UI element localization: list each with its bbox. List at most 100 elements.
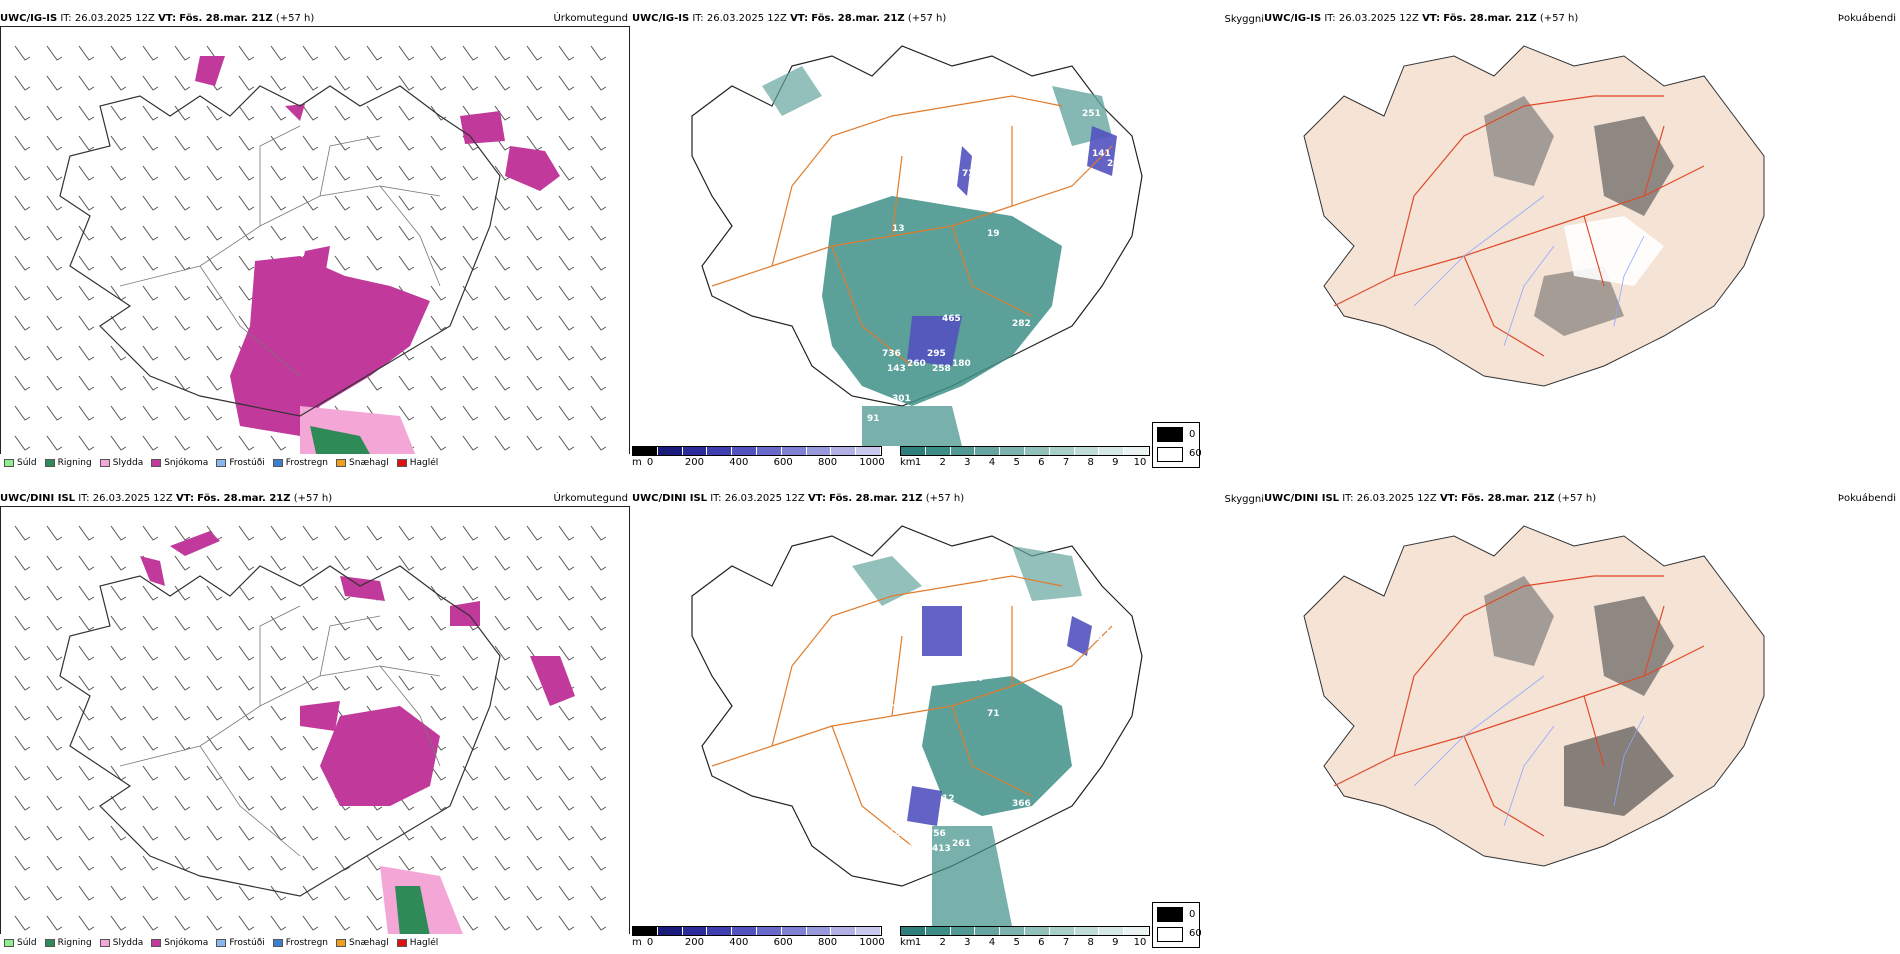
wind-barb — [142, 795, 159, 811]
wind-barb — [302, 105, 319, 121]
height-colorbar-strip — [632, 446, 882, 456]
wind-barb — [14, 525, 31, 541]
colorbar-segment — [633, 447, 658, 455]
wind-barb — [238, 135, 255, 151]
colorbar-segment — [707, 927, 733, 935]
cloud-base-label: 371 — [1092, 629, 1111, 639]
wind-barb — [558, 315, 575, 331]
wind-barb — [78, 345, 95, 361]
wind-barb — [558, 195, 575, 211]
legend-label: Haglél — [409, 458, 439, 468]
wind-barb — [206, 885, 223, 901]
colorbar-segment — [1124, 927, 1149, 935]
wind-barb — [302, 585, 319, 601]
wind-barb — [494, 885, 511, 901]
height-colorbar: m 0 200 400 600 800 1000 — [632, 446, 885, 472]
wind-barb — [590, 855, 607, 871]
cloud-base-label: 359 — [962, 649, 981, 659]
legend-swatch — [216, 459, 227, 467]
cloud-base-label: 387 — [867, 894, 886, 904]
panel-header: UWC/DINI ISL IT: 26.03.2025 12Z VT: Fös.… — [1264, 492, 1900, 506]
wind-barb — [462, 645, 479, 661]
colorbar-tick: 2 — [939, 937, 946, 948]
wind-barb — [78, 915, 95, 931]
fog-key: 0 60 — [1152, 902, 1202, 948]
colorbar-tick: 2 — [939, 457, 946, 468]
wind-barb — [238, 285, 255, 301]
wind-barb — [558, 45, 575, 61]
visibility-ticks: 1 2 3 4 5 6 7 8 9 10 — [900, 457, 1150, 471]
snow-area — [300, 246, 330, 276]
wind-barb — [590, 825, 607, 841]
wind-barb — [526, 225, 543, 241]
wind-barb — [46, 435, 63, 451]
colorbar-tick: 1000 — [859, 937, 885, 948]
wind-barb — [46, 825, 63, 841]
wind-barb — [142, 75, 159, 91]
wind-barb — [590, 345, 607, 361]
wind-barb — [206, 915, 223, 931]
wind-barb — [430, 135, 447, 151]
wind-barb — [206, 315, 223, 331]
wind-barb — [398, 525, 415, 541]
legend-swatch — [99, 459, 110, 467]
wind-barb — [110, 885, 127, 901]
wind-barb — [110, 705, 127, 721]
wind-barb — [398, 135, 415, 151]
wind-barb — [174, 225, 191, 241]
fog-panel-bottom: UWC/DINI ISL IT: 26.03.2025 12Z VT: Fös.… — [1264, 492, 1900, 954]
wind-barb — [174, 555, 191, 571]
wind-barb — [558, 165, 575, 181]
wind-barb — [398, 555, 415, 571]
wind-barb — [206, 345, 223, 361]
wind-barb — [398, 165, 415, 181]
legend-swatch — [272, 939, 283, 947]
vt-label: VT: — [1422, 13, 1441, 24]
colorbar-segment — [1024, 447, 1050, 455]
lead-time: (+57 h) — [907, 13, 947, 24]
wind-barb — [78, 735, 95, 751]
wind-barb — [14, 825, 31, 841]
cloud-base-label: 202 — [1102, 659, 1121, 669]
wind-barb — [206, 435, 223, 451]
wind-barb — [206, 765, 223, 781]
wind-barb — [14, 405, 31, 421]
wind-barb — [110, 855, 127, 871]
wind-barb — [398, 195, 415, 211]
wind-barb — [302, 855, 319, 871]
wind-barb — [558, 735, 575, 751]
wind-barb — [590, 45, 607, 61]
wind-barb — [78, 825, 95, 841]
snow-area — [320, 706, 440, 806]
wind-barb — [526, 315, 543, 331]
wind-barb — [14, 645, 31, 661]
wind-barb — [462, 75, 479, 91]
legend-swatch — [336, 939, 347, 947]
wind-barb — [46, 405, 63, 421]
wind-barb — [302, 135, 319, 151]
wind-barb — [494, 915, 511, 931]
wind-barb — [430, 585, 447, 601]
wind-barb — [366, 375, 383, 391]
cloud-base-label: 180 — [952, 359, 971, 369]
wind-barb — [462, 315, 479, 331]
colorbar-tick: 400 — [729, 937, 749, 948]
wind-barb — [494, 525, 511, 541]
wind-barb — [174, 645, 191, 661]
visibility-unit: km — [900, 937, 916, 948]
wind-barb — [174, 375, 191, 391]
cloud-base-label: 20 — [972, 194, 985, 204]
cloud-base-label: 178 — [1087, 659, 1106, 669]
wind-barb — [270, 675, 287, 691]
colorbar-segment — [732, 447, 757, 455]
wind-barb — [14, 435, 31, 451]
legend-item: Frostúði — [216, 458, 265, 468]
legend-item: Snjókoma — [151, 938, 208, 948]
wind-barb — [78, 255, 95, 271]
wind-barb — [14, 585, 31, 601]
wind-barb — [558, 375, 575, 391]
wind-barb — [78, 225, 95, 241]
wind-barb — [430, 825, 447, 841]
wind-barb — [430, 315, 447, 331]
wind-barb — [238, 555, 255, 571]
